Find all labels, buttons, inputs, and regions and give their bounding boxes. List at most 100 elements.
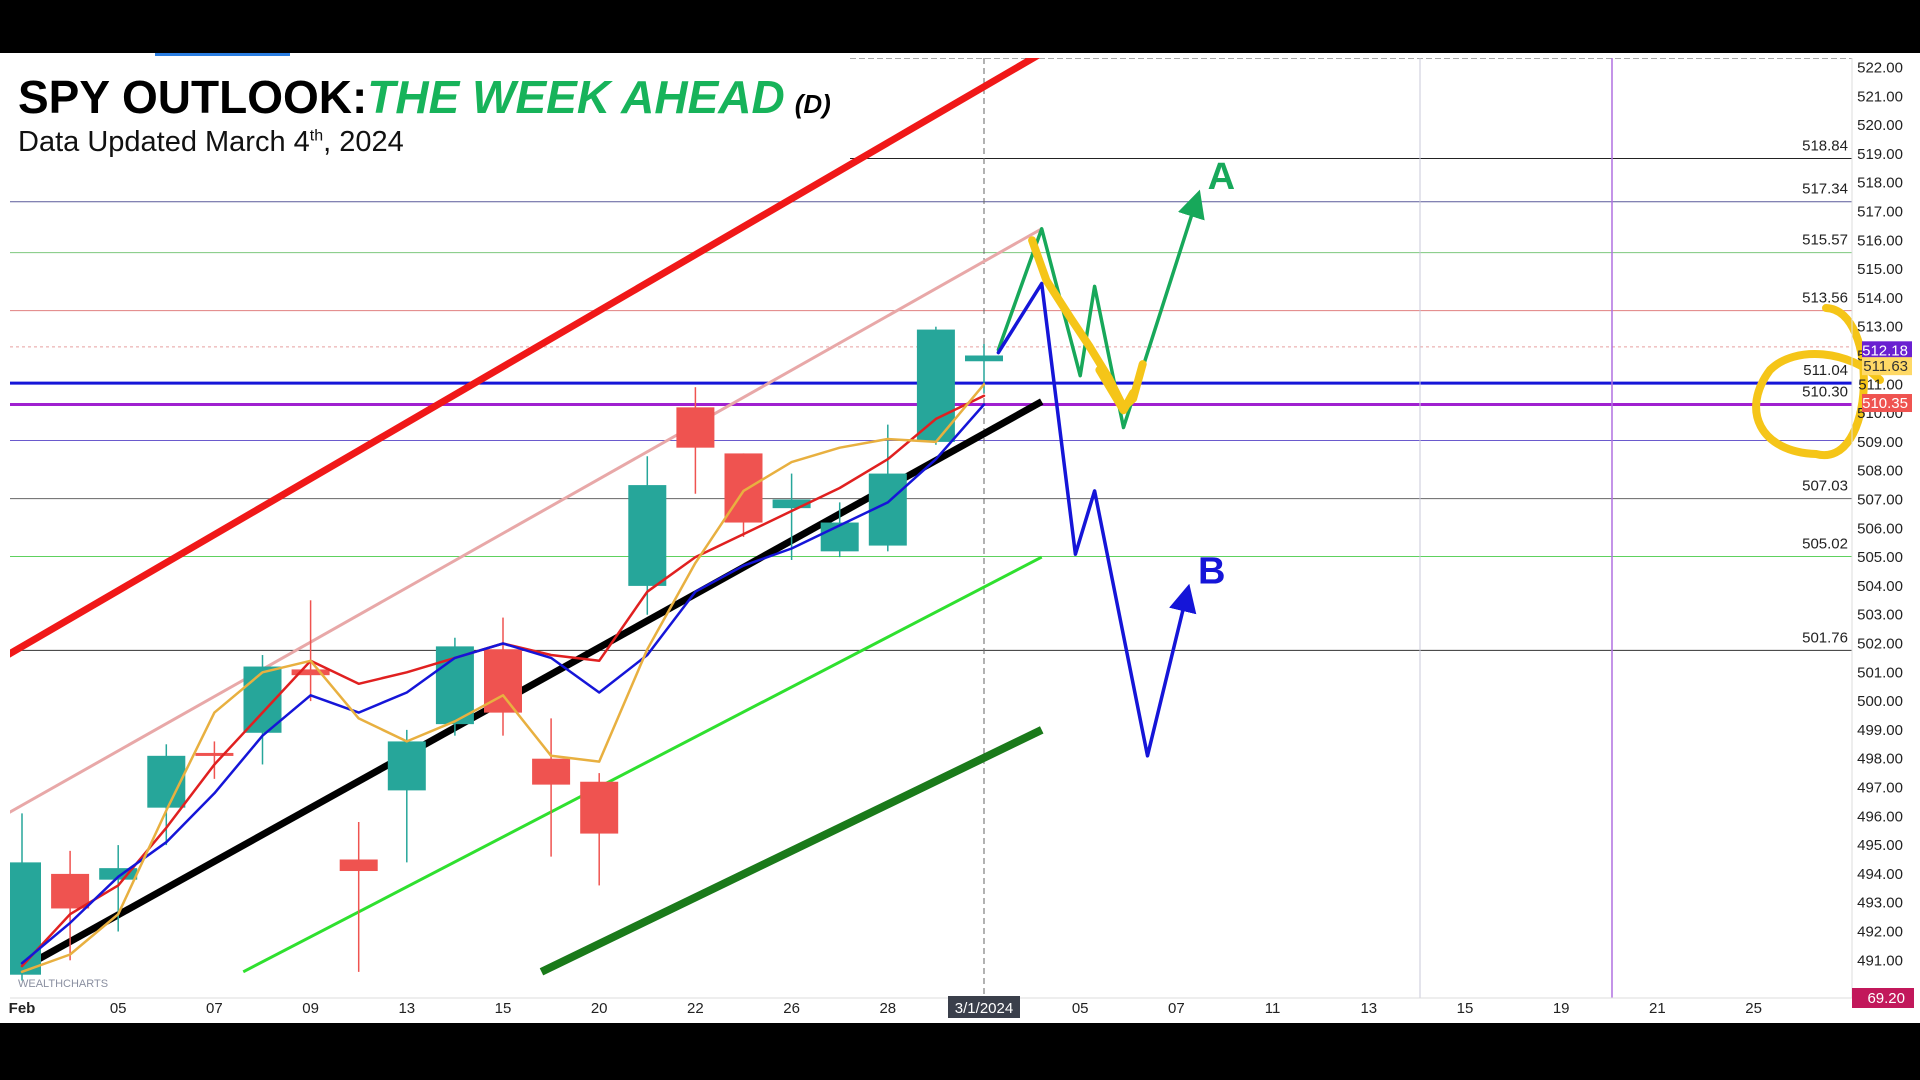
candle-02-02 — [51, 873, 90, 909]
price-badge-label: 510.35 — [1862, 395, 1908, 412]
y-tick-label: 493.00 — [1857, 895, 1903, 912]
wealthcharts-logo: WEALTHCHARTS — [18, 978, 109, 990]
price-badge — [1862, 341, 1912, 360]
x-tick-label: 21 — [1649, 1000, 1666, 1017]
y-tick-label: 502.00 — [1857, 636, 1903, 653]
price-level-label: 505.02 — [1802, 536, 1848, 553]
plot-area — [10, 58, 1852, 998]
price-level-label: 511.04 — [1803, 362, 1848, 379]
y-tick-label: 496.00 — [1857, 808, 1903, 825]
title-prefix: SPY OUTLOOK: — [18, 71, 368, 123]
scenario-a-label: A — [1208, 156, 1235, 198]
candle-02-13 — [387, 741, 426, 791]
y-tick-label: 508.00 — [1857, 463, 1903, 480]
chart-title: SPY OUTLOOK:THE WEEK AHEAD (D) — [18, 70, 831, 124]
price-badge — [1862, 357, 1912, 376]
lower-badge-label: 69.20 — [1867, 990, 1905, 1007]
candle-03-01 — [965, 355, 1003, 362]
candle-02-12 — [339, 859, 378, 872]
top-accent-bar — [155, 53, 290, 56]
moving-average-orange — [20, 383, 986, 974]
y-tick-label: 501.00 — [1857, 664, 1903, 681]
y-tick-label: 517.00 — [1857, 204, 1903, 221]
x-tick-label: 05 — [1072, 1000, 1089, 1017]
candle-02-22 — [676, 407, 715, 448]
x-tick-badge — [948, 996, 1020, 1018]
x-tick-label: 15 — [495, 1000, 512, 1017]
x-tick-label: 05 — [110, 1000, 127, 1017]
y-tick-label: 518.00 — [1857, 175, 1903, 192]
price-badge-label: 512.18 — [1862, 342, 1908, 359]
x-tick-label: 07 — [1168, 1000, 1185, 1017]
scenario-b-label: B — [1198, 550, 1225, 592]
price-level-label: 515.57 — [1802, 232, 1848, 249]
candle-02-01 — [10, 862, 41, 975]
x-tick-label: 19 — [1553, 1000, 1570, 1017]
y-tick-label: 500.00 — [1857, 693, 1903, 710]
price-badge — [1862, 394, 1912, 413]
price-level-label: 518.84 — [1802, 138, 1848, 155]
moving-average-blue — [20, 403, 986, 965]
y-tick-label: 503.00 — [1857, 607, 1903, 624]
channel-bottom-line — [539, 726, 1044, 976]
x-tick-label: Feb — [9, 1000, 36, 1017]
candle-02-26 — [772, 499, 811, 509]
x-tick-label: 26 — [783, 1000, 800, 1017]
x-tick-label: 11 — [1265, 1000, 1281, 1017]
x-tick-label: 13 — [1360, 1000, 1377, 1017]
y-tick-label: 513.00 — [1857, 319, 1903, 336]
subtitle-text: Data Updated March 4 — [18, 126, 310, 158]
x-tick-label: 28 — [879, 1000, 896, 1017]
y-tick-label: 494.00 — [1857, 866, 1903, 883]
y-tick-label: 505.00 — [1857, 549, 1903, 566]
candle-02-06 — [147, 755, 186, 808]
y-tick-label: 491.00 — [1857, 952, 1903, 969]
x-tick-label: 09 — [302, 1000, 319, 1017]
y-tick-label: 499.00 — [1857, 722, 1903, 739]
price-badge-label: 511.63 — [1863, 358, 1908, 375]
candle-02-27 — [820, 522, 859, 552]
y-tick-label: 519.00 — [1857, 146, 1903, 163]
candle-02-21 — [628, 485, 667, 586]
candle-02-09 — [291, 669, 330, 676]
price-level-label: 513.56 — [1802, 290, 1848, 307]
x-tick-label: 25 — [1745, 1000, 1762, 1017]
y-tick-label: 504.00 — [1857, 578, 1903, 595]
title-main: THE WEEK AHEAD — [367, 71, 785, 123]
y-tick-label: 521.00 — [1857, 88, 1903, 105]
highlight-arrowhead — [1095, 365, 1138, 415]
channel-upper-line — [10, 58, 1041, 658]
price-level-label: 501.76 — [1802, 629, 1848, 646]
y-tick-label: 492.00 — [1857, 924, 1903, 941]
y-tick-label: 509.00 — [1857, 434, 1903, 451]
subtitle-sup: th — [309, 127, 324, 145]
x-tick-label: 15 — [1457, 1000, 1474, 1017]
candle-02-05 — [99, 868, 138, 880]
candle-02-29 — [916, 329, 955, 442]
y-tick-label: 498.00 — [1857, 751, 1903, 768]
x-tick-label: 13 — [398, 1000, 415, 1017]
y-tick-label: 520.00 — [1857, 117, 1903, 134]
channel-mid-line — [10, 227, 1043, 814]
y-tick-label: 507.00 — [1857, 492, 1903, 509]
y-tick-label: 511.00 — [1858, 376, 1903, 393]
y-tick-label: 497.00 — [1857, 780, 1903, 797]
channel-lower-line — [242, 555, 1043, 974]
candle-02-16 — [532, 758, 571, 785]
price-level-label: 517.34 — [1802, 181, 1848, 198]
title-suffix: (D) — [794, 89, 831, 119]
y-tick-label: 495.00 — [1857, 837, 1903, 854]
y-tick-label: 515.00 — [1857, 261, 1903, 278]
y-tick-label: 516.00 — [1857, 232, 1903, 249]
chart-panel — [0, 53, 1920, 1023]
price-level-label: 510.30 — [1802, 383, 1848, 400]
y-tick-label: 522.00 — [1857, 60, 1903, 77]
x-tick-label: 3/1/2024 — [955, 1000, 1013, 1017]
subtitle-year: , 2024 — [323, 126, 404, 158]
price-level-label: 507.03 — [1802, 478, 1848, 495]
chart-subtitle: Data Updated March 4th, 2024 — [18, 126, 404, 159]
x-tick-label: 20 — [591, 1000, 608, 1017]
y-tick-label: 514.00 — [1857, 290, 1903, 307]
lower-badge — [1852, 988, 1914, 1008]
